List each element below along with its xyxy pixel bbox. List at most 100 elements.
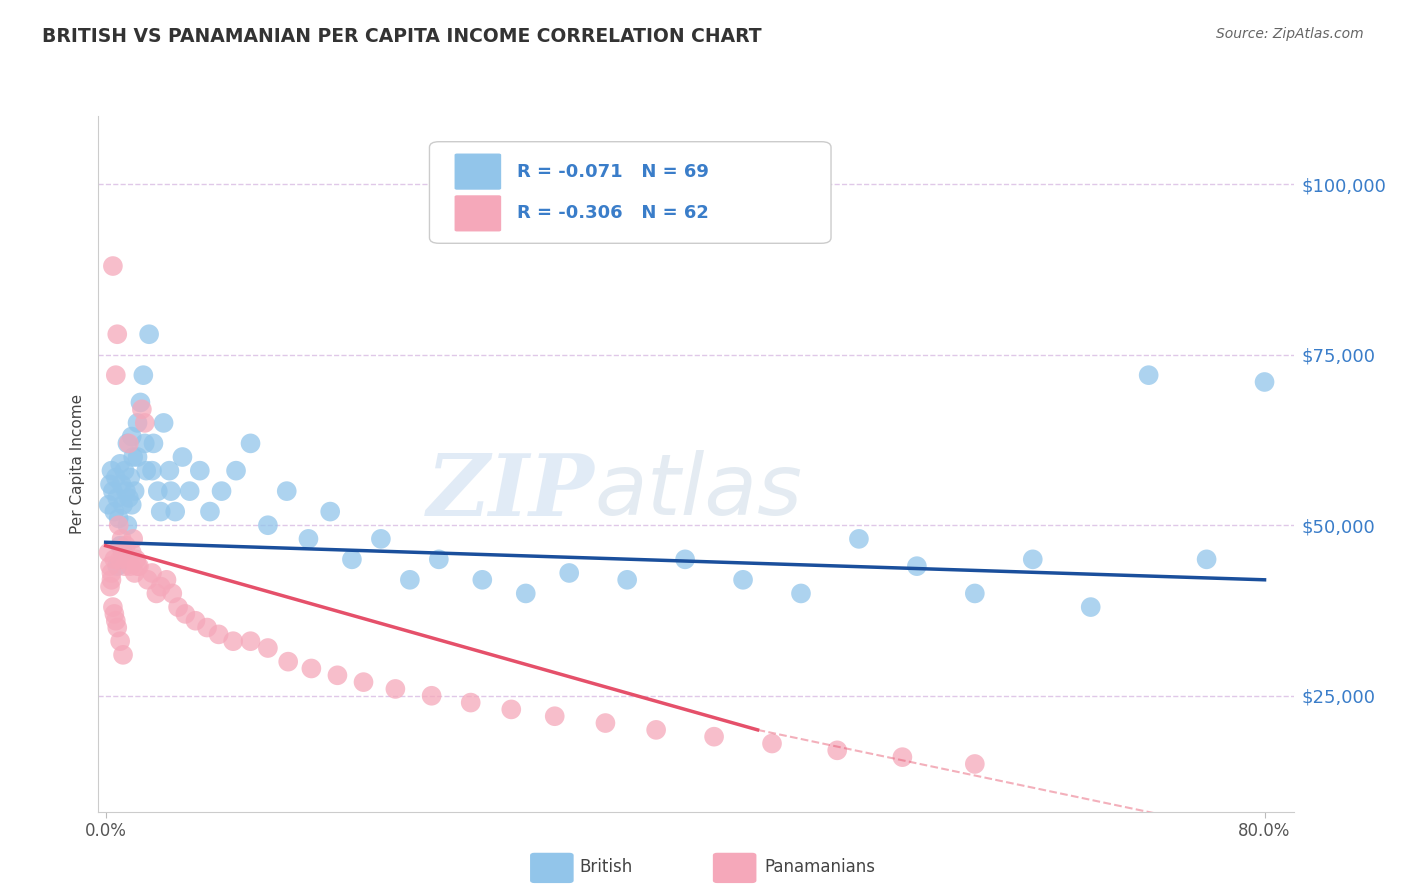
Point: [222, 634, 245, 648]
Point: [891, 750, 914, 764]
Point: [761, 737, 783, 751]
Point: [731, 573, 754, 587]
Point: [145, 586, 167, 600]
Point: [471, 573, 494, 587]
Point: [101, 484, 124, 499]
Point: [703, 730, 725, 744]
Point: [103, 552, 125, 566]
Point: [117, 552, 139, 566]
Text: R = -0.306   N = 62: R = -0.306 N = 62: [517, 204, 709, 222]
Point: [319, 505, 342, 519]
Point: [115, 539, 138, 553]
Point: [114, 464, 136, 478]
Text: Source: ZipAtlas.com: Source: ZipAtlas.com: [1216, 27, 1364, 41]
Point: [107, 518, 129, 533]
Point: [134, 416, 156, 430]
Point: [97, 498, 120, 512]
Point: [125, 552, 148, 566]
Point: [195, 621, 218, 635]
Point: [97, 545, 120, 559]
Point: [257, 640, 280, 655]
Point: [384, 681, 406, 696]
Text: ZIP: ZIP: [426, 450, 595, 533]
Point: [149, 505, 172, 519]
Point: [963, 586, 986, 600]
Point: [132, 368, 155, 383]
Text: atlas: atlas: [595, 450, 803, 533]
Point: [115, 484, 138, 499]
Point: [155, 573, 177, 587]
Point: [399, 573, 422, 587]
Point: [165, 505, 187, 519]
Point: [142, 436, 165, 450]
Point: [558, 566, 581, 580]
Point: [141, 566, 163, 580]
Point: [167, 600, 190, 615]
Point: [104, 368, 127, 383]
Point: [297, 532, 319, 546]
Point: [134, 436, 156, 450]
Point: [152, 416, 174, 430]
Point: [112, 545, 135, 559]
Point: [127, 450, 149, 464]
Point: [905, 559, 928, 574]
Text: BRITISH VS PANAMANIAN PER CAPITA INCOME CORRELATION CHART: BRITISH VS PANAMANIAN PER CAPITA INCOME …: [42, 27, 762, 45]
Point: [277, 655, 299, 669]
Text: British: British: [579, 858, 633, 876]
Point: [427, 552, 450, 566]
Point: [370, 532, 392, 546]
Point: [121, 429, 143, 443]
Point: [105, 621, 128, 635]
Point: [239, 634, 262, 648]
Point: [118, 491, 141, 505]
Point: [225, 464, 247, 478]
Text: Panamanians: Panamanians: [765, 858, 876, 876]
Point: [112, 498, 135, 512]
FancyBboxPatch shape: [429, 142, 831, 244]
Point: [131, 402, 153, 417]
Point: [124, 484, 146, 499]
Point: [825, 743, 848, 757]
Point: [112, 648, 135, 662]
Point: [122, 450, 145, 464]
Point: [129, 395, 152, 409]
Point: [595, 716, 617, 731]
Point: [100, 573, 122, 587]
Point: [1137, 368, 1160, 383]
Point: [257, 518, 280, 533]
Point: [174, 607, 197, 621]
Point: [101, 600, 124, 615]
Point: [121, 498, 143, 512]
Point: [118, 436, 141, 450]
Point: [128, 559, 150, 574]
Point: [114, 559, 136, 574]
Point: [135, 464, 157, 478]
Point: [188, 464, 211, 478]
Point: [848, 532, 870, 546]
Point: [340, 552, 363, 566]
Point: [108, 634, 131, 648]
Point: [121, 545, 143, 559]
Point: [104, 470, 127, 484]
Point: [120, 559, 142, 574]
Point: [146, 484, 169, 499]
Point: [460, 696, 482, 710]
Y-axis label: Per Capita Income: Per Capita Income: [69, 393, 84, 534]
Point: [1253, 375, 1275, 389]
Point: [108, 539, 131, 553]
Point: [963, 756, 986, 771]
Point: [105, 559, 128, 574]
Point: [149, 580, 172, 594]
Point: [299, 661, 322, 675]
Point: [179, 484, 201, 499]
Point: [98, 477, 121, 491]
Point: [100, 566, 122, 580]
Point: [105, 491, 128, 505]
Point: [184, 614, 207, 628]
Point: [1195, 552, 1218, 566]
Point: [673, 552, 696, 566]
Point: [104, 614, 127, 628]
Text: R = -0.071   N = 69: R = -0.071 N = 69: [517, 162, 709, 180]
Point: [157, 464, 180, 478]
Point: [544, 709, 567, 723]
